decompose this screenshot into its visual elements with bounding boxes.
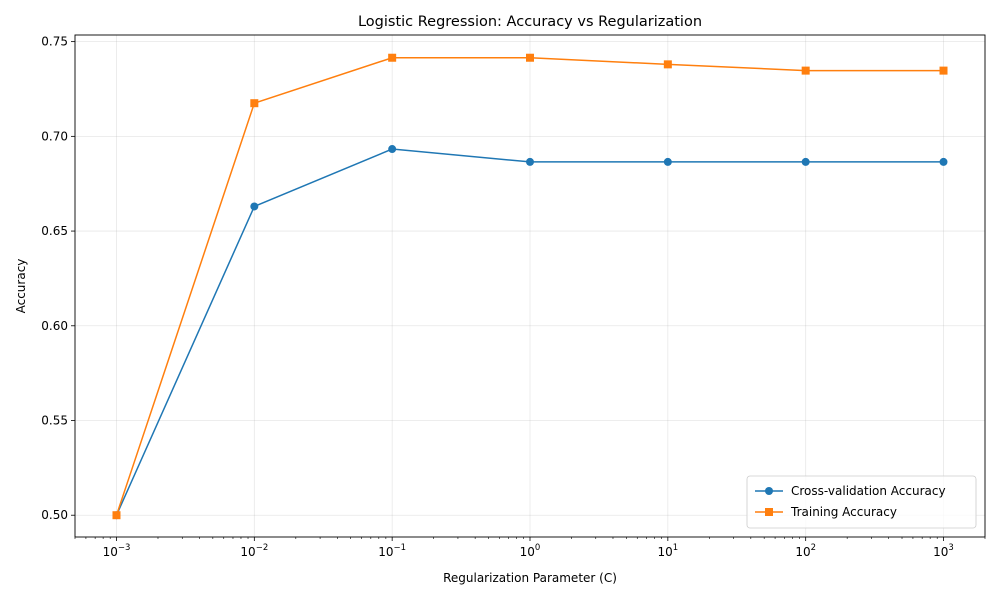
x-tick-base: 10	[240, 545, 255, 559]
y-tick-label: 0.70	[41, 129, 68, 143]
data-point	[388, 53, 397, 62]
y-tick-label: 0.55	[41, 413, 68, 427]
x-axis: 10−3 10−2 10−1 100 101 102 103	[74, 537, 986, 559]
legend: Cross-validation Accuracy Training Accura…	[746, 475, 977, 529]
data-point	[801, 66, 810, 75]
x-tick-label: 10−2	[240, 543, 268, 559]
grid	[75, 35, 985, 537]
data-point	[112, 511, 121, 520]
y-tick-label: 0.75	[41, 35, 68, 49]
x-tick-base: 10	[520, 545, 535, 559]
y-tick-label: 0.50	[41, 508, 68, 522]
legend-label: Training Accuracy	[790, 505, 897, 519]
y-axis: 0.50 0.55 0.60 0.65 0.70 0.75	[41, 35, 75, 522]
data-point	[939, 157, 948, 166]
chart-title: Logistic Regression: Accuracy vs Regular…	[358, 14, 702, 30]
x-tick-label: 101	[657, 543, 678, 559]
x-tick-base: 10	[378, 545, 393, 559]
x-axis-label: Regularization Parameter (C)	[443, 571, 617, 585]
data-point	[250, 202, 259, 211]
series-training	[112, 53, 948, 520]
x-tick-exponent: −1	[394, 543, 407, 553]
legend-item: Cross-validation Accuracy	[755, 484, 946, 498]
legend-marker	[765, 487, 773, 495]
x-tick-label: 10−1	[378, 543, 406, 559]
x-tick-label: 10−3	[103, 543, 131, 559]
data-point	[663, 157, 672, 166]
data-point	[388, 145, 397, 154]
x-tick-exponent: 2	[811, 543, 816, 553]
legend-box	[746, 475, 977, 529]
legend-marker	[765, 508, 773, 516]
data-point	[526, 53, 534, 62]
x-tick-label: 103	[933, 543, 954, 559]
y-tick-label: 0.65	[41, 224, 68, 238]
y-axis-label: Accuracy	[14, 259, 28, 314]
x-tick-base: 10	[103, 545, 118, 559]
x-tick-exponent: −3	[118, 543, 131, 553]
x-tick-base: 10	[657, 545, 672, 559]
x-tick-label: 100	[520, 543, 541, 559]
x-tick-label: 102	[795, 543, 816, 559]
data-point	[250, 99, 259, 108]
x-tick-exponent: 0	[535, 543, 540, 553]
data-point	[939, 66, 948, 75]
x-tick-exponent: 3	[948, 543, 953, 553]
x-tick-exponent: 1	[673, 543, 678, 553]
legend-item: Training Accuracy	[755, 505, 897, 519]
series-layer	[112, 53, 948, 520]
y-tick-label: 0.60	[41, 319, 68, 333]
data-point	[526, 157, 534, 166]
data-point	[801, 157, 810, 166]
x-tick-base: 10	[933, 545, 948, 559]
data-point	[663, 60, 672, 69]
x-tick-base: 10	[795, 545, 810, 559]
legend-label: Cross-validation Accuracy	[791, 484, 946, 498]
x-tick-exponent: −2	[256, 543, 269, 553]
